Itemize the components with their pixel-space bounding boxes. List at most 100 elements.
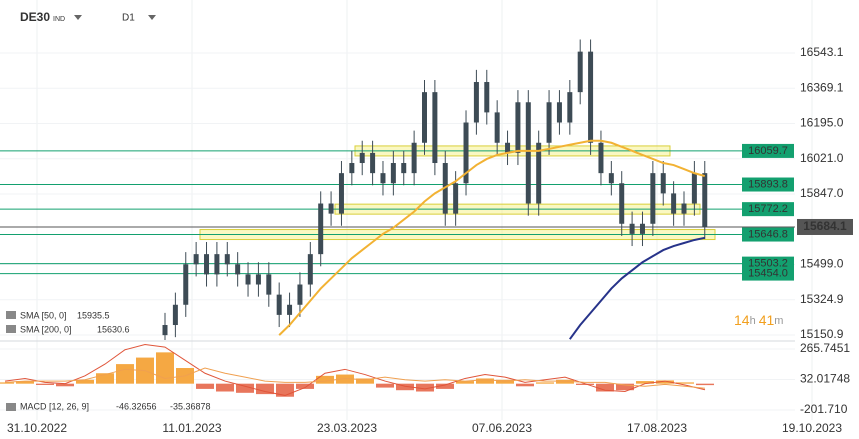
candle-body bbox=[411, 142, 417, 174]
macd-line bbox=[4, 367, 706, 389]
candle-body bbox=[287, 304, 293, 315]
histogram-bar bbox=[16, 381, 34, 384]
histogram-bar bbox=[656, 380, 674, 384]
candle-body bbox=[588, 51, 594, 143]
candle-body bbox=[556, 102, 562, 123]
candle-body bbox=[276, 294, 282, 315]
y-tick-label: 16021.0 bbox=[800, 151, 844, 165]
histogram-bar bbox=[556, 379, 574, 384]
legend-value: 15630.6 bbox=[97, 324, 130, 334]
legend-icon[interactable] bbox=[6, 325, 16, 333]
macd-line bbox=[4, 344, 706, 396]
histogram-bar bbox=[276, 383, 294, 397]
countdown-unit: m bbox=[774, 315, 783, 327]
histogram-bar bbox=[476, 378, 494, 384]
candle-body bbox=[567, 92, 573, 123]
histogram-bar bbox=[96, 373, 114, 384]
candle-body bbox=[204, 254, 210, 275]
histogram-bar bbox=[496, 379, 514, 384]
level-tag bbox=[742, 202, 794, 217]
histogram-bar bbox=[356, 378, 374, 384]
candle-body bbox=[536, 142, 542, 204]
candle-body bbox=[235, 264, 241, 275]
histogram-bar bbox=[216, 383, 234, 392]
countdown-hours: 14 bbox=[734, 312, 750, 328]
timeframe[interactable]: D1 bbox=[122, 13, 135, 24]
candle-body bbox=[328, 203, 334, 214]
candle-body bbox=[422, 92, 427, 143]
x-tick-label: 17.08.2023 bbox=[627, 421, 687, 435]
countdown: 14h 41m bbox=[734, 312, 783, 328]
candle-body bbox=[224, 254, 230, 265]
histogram-bar bbox=[156, 352, 174, 384]
sma-line bbox=[278, 139, 706, 336]
y-tick-label: 15150.9 bbox=[800, 327, 844, 341]
candle-body bbox=[598, 142, 604, 174]
candle-body bbox=[172, 304, 178, 326]
legend-icon[interactable] bbox=[6, 311, 16, 319]
y-tick-label: 16369.1 bbox=[800, 80, 844, 94]
y-tick-label: 265.7451 bbox=[800, 341, 850, 355]
candle-body bbox=[349, 163, 355, 174]
candle-body bbox=[619, 183, 625, 224]
candle-body bbox=[183, 264, 189, 305]
y-tick-label: 16543.1 bbox=[800, 45, 844, 59]
candle-body bbox=[671, 193, 677, 214]
sma-line bbox=[569, 236, 705, 340]
histogram-bar bbox=[456, 381, 474, 384]
countdown-minutes: 41 bbox=[759, 312, 775, 328]
histogram-bar bbox=[536, 382, 554, 384]
current-price-label: 15684.1 bbox=[803, 219, 847, 233]
y-tick-label: 16195.0 bbox=[800, 116, 844, 130]
candle-body bbox=[608, 173, 614, 184]
candle-body bbox=[639, 223, 645, 234]
candle-body bbox=[266, 274, 272, 295]
x-tick-label: 31.10.2022 bbox=[7, 421, 67, 435]
macd-panel bbox=[0, 344, 714, 397]
timeframe-dropdown[interactable] bbox=[148, 15, 156, 20]
candle-body bbox=[577, 51, 583, 93]
candle-body bbox=[505, 142, 511, 153]
histogram-bar bbox=[236, 383, 254, 393]
histogram-bar bbox=[636, 381, 654, 384]
candle-body bbox=[702, 173, 708, 227]
legend-label: SMA [200, 0] bbox=[20, 324, 72, 334]
candle-body bbox=[629, 223, 635, 234]
countdown-unit: h bbox=[750, 315, 756, 327]
level-tag bbox=[742, 177, 794, 192]
legend-label: SMA [50, 0] bbox=[20, 310, 67, 320]
candle-body bbox=[318, 203, 324, 255]
candle-body bbox=[193, 254, 199, 265]
candle-body bbox=[463, 122, 469, 184]
histogram-bar bbox=[516, 383, 534, 387]
symbol-dropdown[interactable] bbox=[74, 15, 82, 20]
x-tick-label: 07.06.2023 bbox=[472, 421, 532, 435]
overlay: 31.10.2022 11.01.2023 23.03.2023 07.06.2023… bbox=[7, 45, 853, 435]
x-tick-label: 11.01.2023 bbox=[162, 421, 221, 435]
histogram-bar bbox=[376, 383, 394, 388]
candle-body bbox=[484, 82, 490, 113]
candle-body bbox=[494, 112, 500, 143]
histogram-bar bbox=[416, 383, 434, 392]
level-label: 15454.0 bbox=[748, 267, 788, 279]
histogram-bar bbox=[196, 383, 214, 389]
candle-body bbox=[338, 173, 344, 214]
level-tag bbox=[742, 227, 794, 242]
grid bbox=[0, 0, 813, 420]
legend-value: 15935.5 bbox=[77, 310, 110, 320]
level-label: 15893.8 bbox=[748, 178, 788, 190]
candle-body bbox=[453, 183, 459, 214]
x-tick-label: 23.03.2023 bbox=[317, 421, 377, 435]
symbol[interactable]: DE30 bbox=[20, 10, 50, 24]
x-tick-label: 19.10.2023 bbox=[782, 421, 842, 435]
histogram-bar bbox=[396, 383, 414, 391]
candle-body bbox=[245, 274, 251, 285]
y-tick-label: 15847.0 bbox=[800, 186, 844, 200]
current-price-tag bbox=[797, 218, 853, 235]
histogram-bar bbox=[696, 383, 714, 386]
legend-icon[interactable] bbox=[6, 403, 16, 411]
histogram-bar bbox=[256, 383, 274, 395]
candle-body bbox=[390, 163, 396, 184]
candle-body bbox=[473, 82, 479, 123]
legend-value: -35.36878 bbox=[170, 401, 211, 411]
